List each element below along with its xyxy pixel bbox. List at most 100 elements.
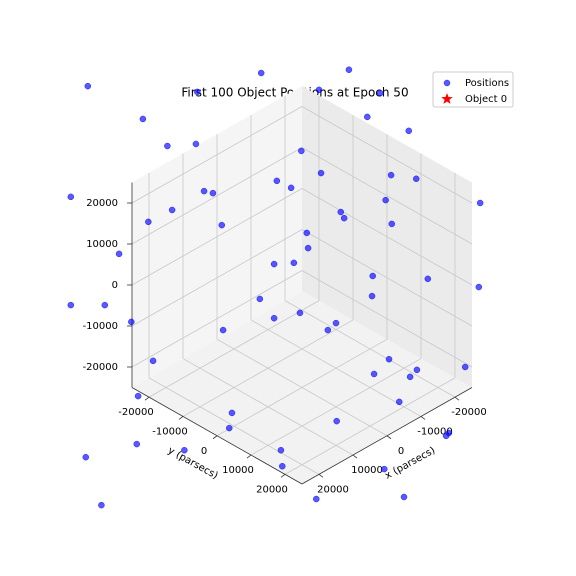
point: [133, 440, 141, 448]
point: [315, 86, 323, 94]
point: [219, 326, 227, 334]
point: [405, 127, 413, 135]
point: [340, 214, 348, 222]
x-tick: [420, 416, 426, 420]
x-tick: [454, 396, 460, 401]
grid-line: [284, 377, 456, 475]
point: [332, 319, 340, 327]
point: [168, 206, 176, 214]
x-tick-label: 0: [398, 446, 404, 457]
grid-line: [131, 147, 303, 245]
point: [67, 301, 75, 309]
y-tick: [144, 396, 150, 401]
point: [368, 292, 376, 300]
point: [277, 446, 285, 454]
legend-marker: [441, 93, 453, 104]
point: [476, 199, 484, 207]
legend-marker: [443, 79, 451, 87]
grid-line: [250, 358, 422, 456]
point: [149, 357, 157, 365]
point: [304, 244, 312, 252]
point: [256, 295, 264, 303]
y-tick-label: 20000: [256, 484, 288, 495]
point: [424, 275, 432, 283]
point: [296, 309, 304, 317]
x-axis-label: x (parsecs): [383, 445, 437, 482]
grid-line: [131, 270, 303, 368]
point: [181, 446, 188, 454]
point: [376, 89, 384, 97]
point: [400, 493, 408, 501]
grid-line: [301, 106, 473, 204]
point: [270, 260, 278, 268]
point: [298, 147, 305, 155]
point: [324, 326, 332, 334]
point: [290, 259, 298, 267]
legend-label: Positions: [465, 78, 509, 89]
point: [442, 432, 450, 440]
point: [225, 424, 233, 432]
point: [475, 283, 483, 291]
z-tick-label: 0: [112, 280, 118, 291]
x-tick-label: 20000: [317, 484, 349, 495]
y-tick: [178, 416, 184, 420]
y-tick-label: 10000: [222, 465, 254, 476]
point: [345, 66, 353, 73]
grid-line: [301, 147, 473, 245]
x-tick-label: -20000: [451, 407, 486, 418]
point: [192, 140, 200, 148]
point: [270, 314, 278, 322]
point: [128, 318, 135, 326]
point: [387, 171, 395, 179]
point: [412, 175, 420, 183]
point: [413, 366, 421, 374]
point: [145, 218, 152, 226]
grid-line: [131, 229, 303, 327]
point: [134, 392, 142, 400]
legend-box: [432, 71, 514, 108]
grid-line: [131, 106, 303, 204]
point: [84, 82, 92, 90]
y-tick-label: -20000: [118, 407, 153, 418]
z-tick-label: -10000: [83, 321, 118, 332]
point: [364, 113, 371, 121]
point: [317, 169, 325, 177]
point: [257, 69, 265, 77]
point: [218, 221, 226, 229]
grid-line: [182, 319, 354, 417]
x-tick-label: 10000: [351, 465, 383, 476]
point: [369, 272, 376, 280]
point: [385, 355, 393, 363]
point: [209, 189, 217, 197]
x-tick: [318, 474, 324, 478]
point: [287, 184, 295, 192]
y-tick: [246, 454, 252, 459]
x-tick: [352, 454, 358, 459]
point: [303, 229, 311, 237]
point: [228, 409, 236, 417]
y-axis-label: y (parsecs): [166, 445, 220, 482]
point: [115, 250, 123, 258]
point: [164, 142, 171, 150]
point: [82, 453, 90, 461]
point: [382, 196, 389, 204]
grid-line: [216, 338, 388, 437]
point: [381, 465, 388, 473]
y-tick: [212, 435, 218, 440]
point: [370, 370, 378, 378]
point: [279, 462, 286, 470]
grid-line: [301, 270, 473, 368]
point: [67, 193, 75, 201]
point: [406, 373, 414, 381]
point: [388, 220, 396, 228]
y-tick: [280, 474, 286, 478]
z-tick-label: 10000: [86, 239, 118, 250]
legend: Positions Object 0: [432, 71, 514, 108]
grid-line: [131, 188, 303, 286]
point: [337, 208, 345, 216]
y-tick-label: -10000: [152, 426, 187, 437]
z-tick-label: -20000: [83, 362, 118, 373]
point: [333, 417, 340, 425]
point: [98, 501, 105, 509]
